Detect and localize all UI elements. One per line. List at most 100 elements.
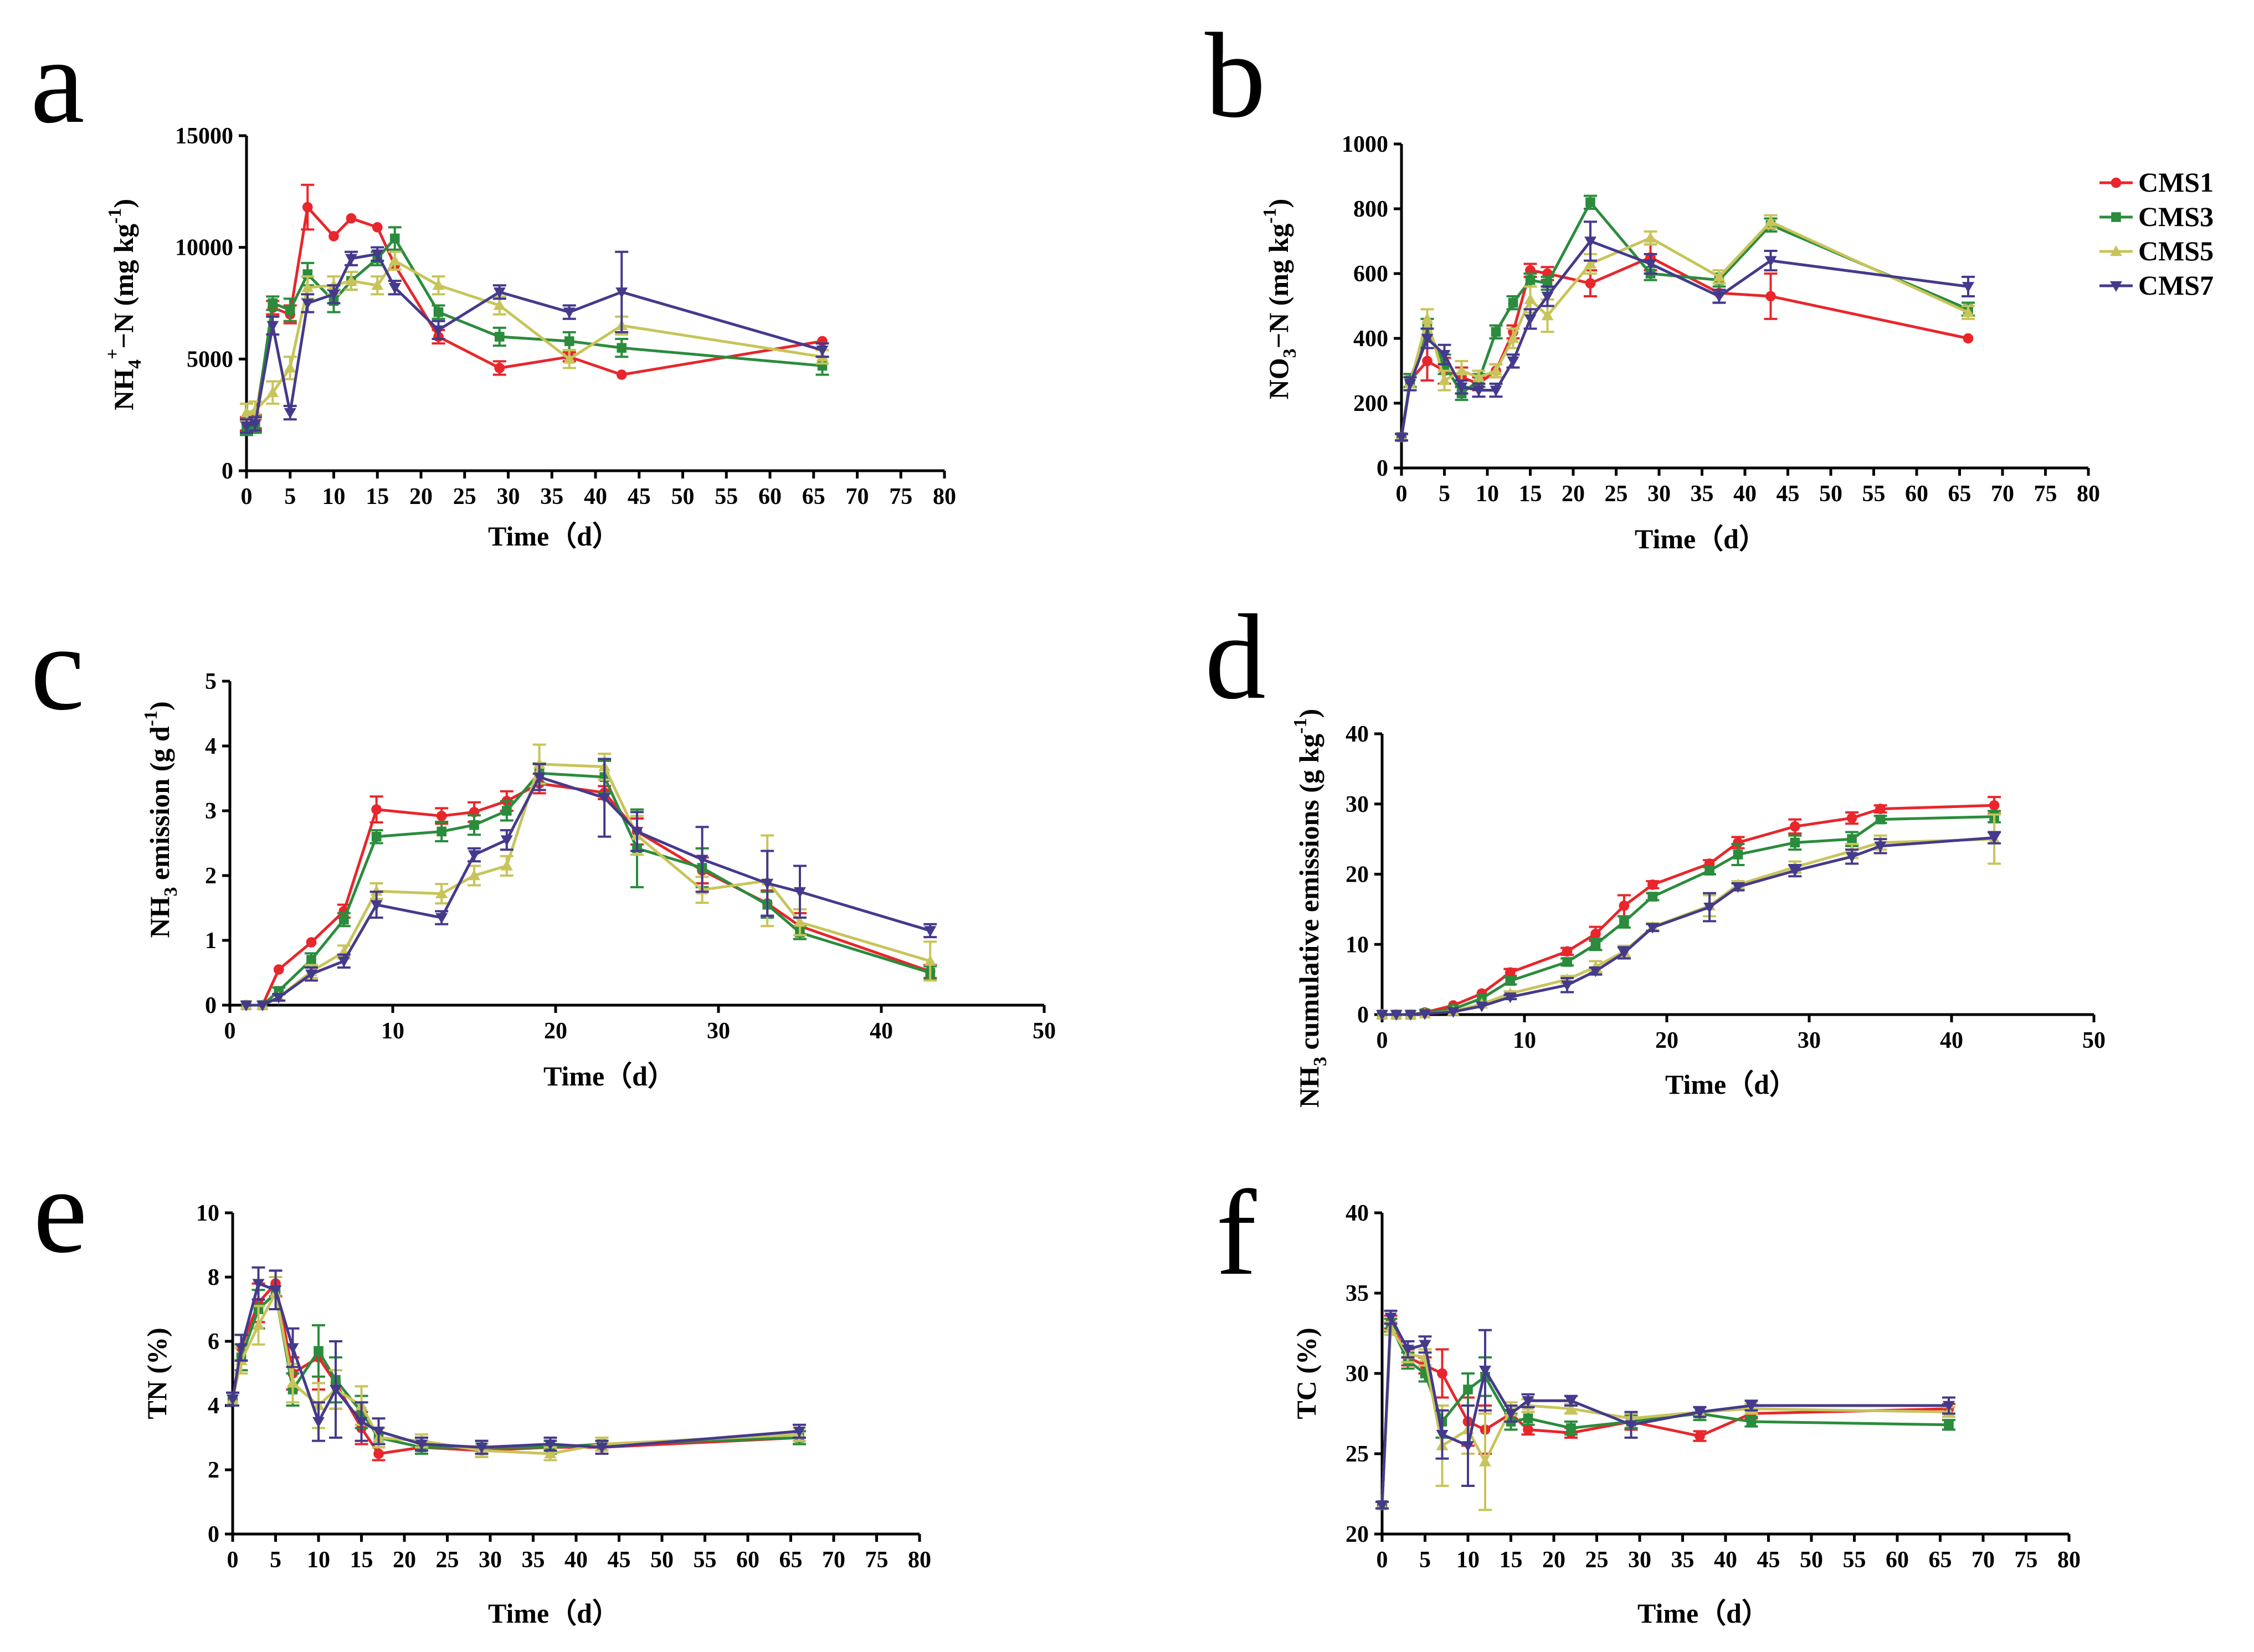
data-point — [1846, 852, 1858, 863]
x-tick-label: 35 — [1671, 1547, 1695, 1573]
y-axis-title: NH3 emission (g d-1) — [141, 701, 181, 938]
data-point — [370, 885, 383, 896]
y-title-rest: emission (g d — [144, 726, 175, 887]
chart-panel-f: f 0 5 10 15 20 25 30 35 40 45 50 55 60 65 70 75 80 20 25 30 3… — [1216, 1165, 2081, 1629]
x-tick-label: 30 — [479, 1547, 502, 1573]
series-cms7 — [240, 758, 937, 1011]
data-point — [494, 363, 505, 373]
series-cms3 — [1395, 194, 1975, 442]
data-point — [1619, 917, 1629, 927]
data-point — [1479, 1365, 1491, 1377]
x-tick-label: 50 — [650, 1547, 674, 1573]
x-tick-label: 10 — [322, 484, 346, 510]
data-point — [1944, 1420, 1954, 1430]
data-point — [1846, 812, 1857, 824]
data-point — [249, 419, 261, 430]
x-tick-label: 45 — [608, 1547, 631, 1573]
legend-label: CMS1 — [2138, 167, 2214, 198]
data-point — [1566, 1423, 1576, 1433]
series-line — [246, 782, 931, 1007]
legend-marker — [2111, 212, 2121, 222]
data-point — [1437, 1368, 1447, 1379]
series-cms5 — [1375, 1321, 1955, 1511]
data-point — [1988, 833, 2001, 844]
series-line — [231, 1289, 800, 1455]
data-point — [1390, 1010, 1403, 1021]
data-point — [468, 850, 480, 861]
x-tick-label: 55 — [715, 484, 738, 510]
data-point — [252, 1319, 265, 1330]
data-point — [437, 826, 446, 837]
data-point — [544, 1439, 557, 1450]
data-point — [1421, 333, 1434, 344]
data-point — [1764, 256, 1777, 267]
data-point — [1565, 1402, 1577, 1414]
data-point — [301, 281, 314, 292]
x-tick-label: 30 — [1798, 1028, 1821, 1053]
x-tick-label: 20 — [1542, 1547, 1565, 1573]
data-point — [1401, 1345, 1414, 1356]
data-point — [1522, 1396, 1534, 1407]
data-point — [1789, 866, 1801, 877]
x-tick-label: 15 — [1519, 481, 1542, 507]
data-point — [389, 233, 400, 244]
x-tick-label: 70 — [822, 1547, 845, 1573]
data-point — [1419, 1340, 1431, 1351]
data-point — [266, 321, 279, 332]
data-point — [371, 832, 382, 842]
data-point — [1565, 1396, 1577, 1407]
data-point — [330, 1385, 342, 1396]
data-point — [793, 1427, 805, 1438]
x-tick-label: 10 — [1513, 1028, 1536, 1053]
y-title-unit-superscript: -1 — [141, 711, 161, 726]
data-point — [286, 1343, 299, 1354]
x-tick-label: 40 — [564, 1547, 588, 1573]
y-tick-label: 10000 — [175, 235, 233, 261]
data-point — [1693, 1407, 1706, 1418]
data-point — [415, 1439, 428, 1450]
data-point — [1490, 385, 1502, 397]
x-tick-label: 65 — [1948, 481, 1971, 507]
series-cms5 — [240, 743, 937, 1010]
data-point — [1703, 902, 1716, 914]
x-tick-label: 40 — [1714, 1547, 1737, 1573]
x-tick-label: 20 — [393, 1547, 416, 1573]
x-tick-label: 0 — [224, 1018, 236, 1044]
data-point — [1733, 850, 1743, 860]
data-point — [615, 287, 628, 299]
legend-item-cms3: CMS3 — [2099, 201, 2214, 232]
data-point — [1541, 291, 1554, 302]
x-tick-label: 0 — [241, 484, 253, 510]
series-line — [246, 771, 931, 1007]
series-line — [1400, 220, 1969, 438]
series-line — [246, 259, 823, 414]
y-tick-label: 20 — [1346, 1522, 1369, 1547]
y-axis-title: TN (%) — [141, 1327, 172, 1419]
x-tick-label: 20 — [1562, 481, 1585, 507]
data-point — [370, 900, 383, 911]
x-axis-title: Time（d） — [543, 1061, 675, 1092]
data-point — [1505, 967, 1516, 978]
x-tick-label: 5 — [284, 484, 296, 510]
x-tick-label: 50 — [1033, 1018, 1056, 1044]
data-point — [306, 955, 316, 965]
panel-letter: a — [30, 13, 85, 148]
data-point — [227, 1394, 239, 1406]
legend-label: CMS7 — [2138, 270, 2214, 301]
data-point — [1618, 948, 1630, 959]
data-point — [502, 806, 512, 816]
legend-item-cms5: CMS5 — [2099, 235, 2214, 266]
x-tick-label: 20 — [409, 484, 433, 510]
series-cms1 — [241, 773, 937, 1011]
x-tick-label: 25 — [436, 1547, 459, 1573]
y-tick-label: 15000 — [175, 123, 233, 149]
series-cms5 — [226, 1276, 806, 1461]
series-cms7 — [1376, 831, 2001, 1021]
x-tick-label: 45 — [1757, 1547, 1780, 1573]
y-tick-label: 0 — [1377, 456, 1388, 481]
data-point — [631, 827, 643, 838]
x-tick-label: 45 — [1776, 481, 1800, 507]
data-point — [494, 332, 505, 342]
